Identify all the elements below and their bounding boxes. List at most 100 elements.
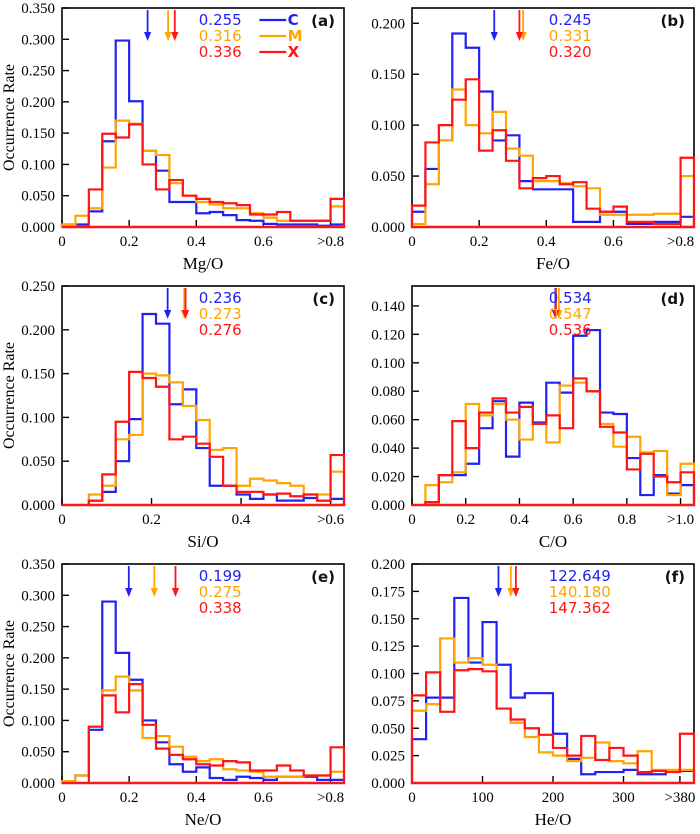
y-tick-label: 0.250 [21,64,55,80]
x-axis: 0 0.2 0.4 >0.6 [58,498,345,528]
mean-value-M: 0.273 [199,305,242,323]
panel-letter: (b) [661,12,685,30]
panel-c: 0.000 0.050 0.100 0.150 0.200 0.250 0 0.2 0.4 >0.… [0,278,350,556]
mean-arrow-X [171,10,179,41]
x-tick-label: 0.2 [120,790,139,806]
panel-letter: (e) [311,568,335,586]
y-axis-label: Occurrence Rate [1,620,18,727]
mean-arrow-M [507,566,515,597]
y-axis: 0.000 0.050 0.100 0.150 0.200 [371,16,419,236]
mean-value-X: 0.320 [549,43,592,61]
panel-letter: (a) [311,12,335,30]
x-tick-label: 0 [408,790,416,806]
mean-arrow-X [515,10,524,41]
y-tick-label: 0.100 [371,667,405,683]
panel-c-chart: 0.000 0.050 0.100 0.150 0.200 0.250 0 0.2 0.4 >0.… [1,279,346,551]
x-tick-label: 0.2 [456,512,475,528]
panel-letter: (c) [312,290,335,308]
x-axis-label: Ne/O [185,810,222,829]
mean-value-M: 0.547 [549,305,592,323]
x-tick-label: 300 [612,790,635,806]
y-tick-label: 0.000 [371,220,405,236]
y-tick-label: 0.050 [21,189,55,205]
y-tick-label: 0.150 [371,612,405,628]
y-axis-label: Occurrence Rate [1,64,18,171]
y-tick-label: 0.300 [21,588,55,604]
y-tick-label: 0.200 [371,557,405,573]
y-tick-label: 0.120 [371,327,405,343]
y-tick-label: 0.025 [371,749,405,765]
x-tick-label: 200 [542,790,565,806]
y-tick-label: 0.350 [21,557,55,573]
x-axis: 0 100 200 300 >380 [408,776,695,806]
mean-arrow-M [150,566,158,597]
mean-value-X: 147.362 [549,599,611,617]
y-tick-label: 0.150 [21,682,55,698]
legend-label-C: C [288,11,299,29]
y-axis: 0.000 0.050 0.100 0.150 0.200 0.250 0.300 0.350 [21,1,69,236]
mean-value-M: 0.275 [199,583,242,601]
y-tick-label: 0.100 [21,157,55,173]
panel-b-chart: 0.000 0.050 0.100 0.150 0.200 0 0.2 0.4 0.6 >0.8 0… [371,7,696,273]
x-tick-label: 0.4 [187,234,206,250]
mean-value-C: 0.236 [199,289,242,307]
y-tick-label: 0.040 [371,441,405,457]
y-tick-label: 0.150 [371,67,405,83]
y-tick-label: 0.300 [21,32,55,48]
legend-label-X: X [288,43,300,61]
x-tick-label: 0.6 [254,234,273,250]
x-tick-label: 100 [471,790,494,806]
y-tick-label: 0.000 [21,220,55,236]
x-tick-label: 0 [58,790,66,806]
mean-arrow-X [171,566,180,597]
mean-value-M: 140.180 [549,583,611,601]
mean-value-X: 0.536 [549,321,592,339]
x-tick-label: 0 [408,234,416,250]
x-tick-label: 0 [58,234,66,250]
x-tick-label: 0.2 [142,512,161,528]
x-tick-label: >1.0 [667,512,694,528]
series-C-histogram [60,39,346,229]
x-tick-label: 0.4 [187,790,206,806]
y-axis-label: Occurrence Rate [1,342,18,449]
x-tick-label: 0.4 [537,234,556,250]
y-tick-label: 0.200 [21,95,55,111]
y-tick-label: 0.200 [21,651,55,667]
y-axis: 0.000 0.050 0.100 0.150 0.200 0.250 [21,279,69,514]
panel-a-chart: 0.000 0.050 0.100 0.150 0.200 0.250 0.300 0.350… [1,1,346,273]
x-axis-label: Mg/O [183,254,224,273]
y-tick-label: 0.080 [371,384,405,400]
y-axis: 0.000 0.050 0.100 0.150 0.200 0.250 0.300 0.350 [21,557,69,792]
y-tick-label: 0.250 [21,279,55,295]
mean-arrow-C [494,566,503,597]
x-tick-label: 0.6 [564,512,583,528]
y-tick-label: 0.175 [371,584,405,600]
x-tick-label: 0.4 [232,512,251,528]
series-X-histogram [62,370,346,507]
series-X-histogram [62,123,346,229]
y-tick-label: 0.100 [21,713,55,729]
mean-arrow-X [552,288,560,319]
y-tick-label: 0.150 [21,367,55,383]
y-tick-label: 0.050 [21,454,55,470]
x-axis-label: Si/O [187,532,218,551]
y-tick-label: 0.020 [371,470,405,486]
series-M-histogram [410,637,696,785]
x-axis: 0 0.2 0.4 0.6 >0.8 [58,220,344,250]
y-tick-label: 0.060 [371,413,405,429]
y-tick-label: 0.000 [21,776,55,792]
panel-e: 0.000 0.050 0.100 0.150 0.200 0.250 0.300 0.350… [0,556,350,834]
mean-arrow-M [164,10,172,41]
y-tick-label: 0.100 [371,118,405,134]
x-tick-label: 0.4 [510,512,529,528]
y-axis: 0.000 0.020 0.040 0.060 0.080 0.100 0.120 0.140 [371,299,419,514]
x-tick-label: 0.2 [120,234,139,250]
x-axis-label: He/O [535,810,572,829]
y-tick-label: 0.050 [371,169,405,185]
x-axis-label: Fe/O [536,254,570,273]
series-X-histogram [410,668,696,785]
x-tick-label: 0.2 [470,234,489,250]
x-tick-label: 0.8 [617,512,636,528]
panel-d: 0.000 0.020 0.040 0.060 0.080 0.100 0.120 0.140… [350,278,700,556]
